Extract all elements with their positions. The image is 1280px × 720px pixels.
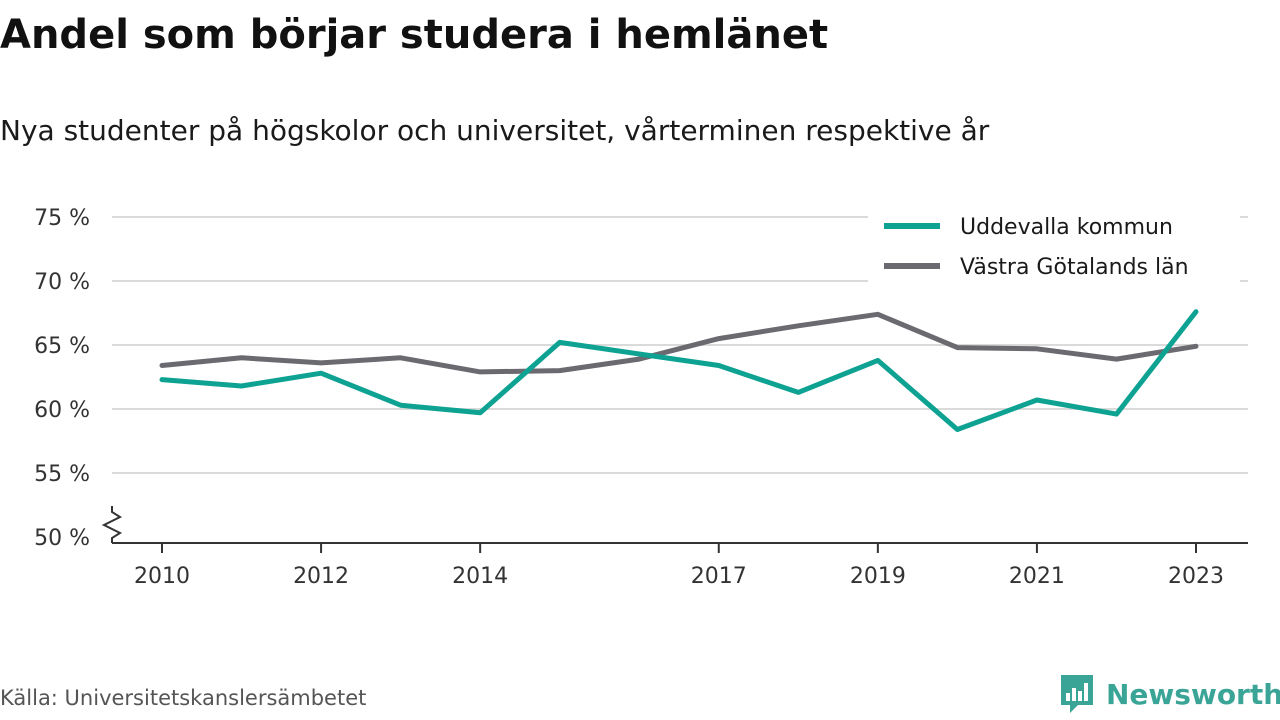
y-axis-tick-labels: 50 % 55 % 60 % 65 % 70 % 75 % bbox=[34, 206, 90, 551]
x-tick-label-2014: 2014 bbox=[452, 564, 508, 589]
x-tick-label-2021: 2021 bbox=[1009, 564, 1065, 589]
legend-label-0: Uddevalla kommun bbox=[960, 215, 1173, 240]
y-tick-label-65: 65 % bbox=[34, 334, 90, 359]
legend-background bbox=[868, 206, 1240, 286]
y-axis-break-icon bbox=[101, 506, 123, 543]
brand-logo: Newsworthy bbox=[1058, 672, 1280, 716]
x-tick-label-2012: 2012 bbox=[293, 564, 349, 589]
chart-title: Andel som börjar studera i hemlänet bbox=[0, 12, 829, 58]
legend: Uddevalla kommun Västra Götalands län bbox=[868, 206, 1240, 286]
y-tick-label-60: 60 % bbox=[34, 398, 90, 423]
x-axis-tick-labels: 2010 2012 2014 2017 2019 2021 2023 bbox=[134, 543, 1224, 589]
x-tick-label-2010: 2010 bbox=[134, 564, 190, 589]
brand-name: Newsworthy bbox=[1106, 677, 1280, 711]
legend-label-1: Västra Götalands län bbox=[960, 255, 1189, 280]
y-tick-label-75: 75 % bbox=[34, 206, 90, 231]
y-tick-label-70: 70 % bbox=[34, 270, 90, 295]
x-tick-label-2017: 2017 bbox=[691, 564, 747, 589]
source-note: Källa: Universitetskanslersämbetet bbox=[0, 686, 367, 710]
series-lines bbox=[159, 309, 1199, 432]
x-tick-label-2019: 2019 bbox=[850, 564, 906, 589]
chart-subtitle: Nya studenter på högskolor och universit… bbox=[0, 114, 990, 147]
x-axis bbox=[101, 506, 1248, 544]
series-line-0 bbox=[159, 309, 1199, 432]
y-tick-label-55: 55 % bbox=[34, 462, 90, 487]
y-tick-label-50: 50 % bbox=[34, 526, 90, 551]
series-line-1 bbox=[159, 311, 1199, 375]
x-tick-label-2023: 2023 bbox=[1168, 564, 1224, 589]
newsworthy-logo-icon bbox=[1061, 675, 1093, 713]
